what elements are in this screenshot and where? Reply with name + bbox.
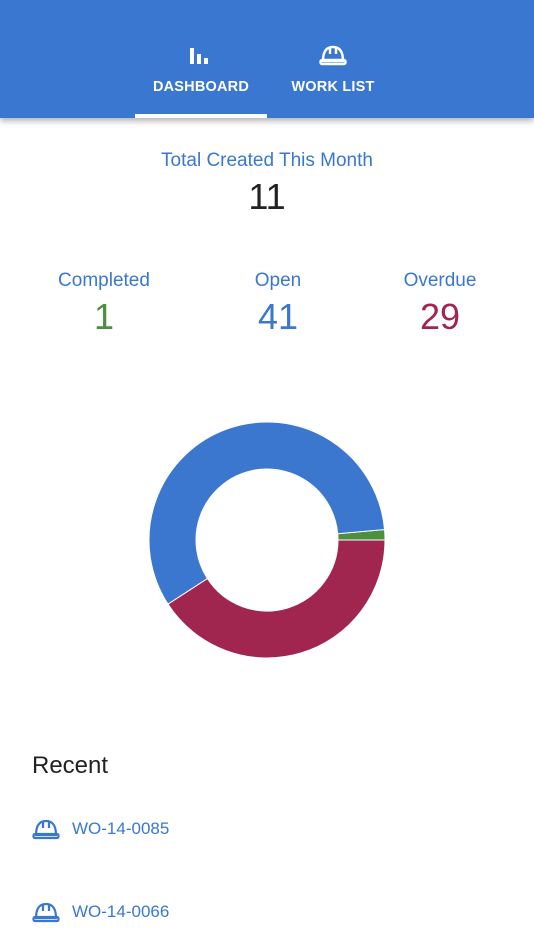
hardhat-icon xyxy=(319,45,347,66)
total-label: Total Created This Month xyxy=(161,150,373,171)
tab-label: DASHBOARD xyxy=(152,79,250,95)
hardhat-icon xyxy=(32,902,60,923)
work-order-id: WO-14-0066 xyxy=(72,902,170,921)
work-order-id: WO-14-0085 xyxy=(72,819,170,838)
hardhat-icon xyxy=(32,819,60,840)
recent-item[interactable]: WO-14-0066 xyxy=(32,897,332,927)
donut-chart xyxy=(148,421,386,659)
recent-item[interactable]: WO-14-0085 xyxy=(32,814,332,844)
stat-label: Open xyxy=(254,270,302,291)
donut-slice xyxy=(148,421,386,605)
stat-value: 29 xyxy=(419,296,461,337)
tab-label: WORK LIST xyxy=(291,79,375,95)
recent-title: Recent xyxy=(32,752,109,779)
stat-value: 1 xyxy=(93,296,115,337)
stat-label: Overdue xyxy=(403,270,477,291)
tab[interactable]: DASHBOARD xyxy=(135,0,267,118)
app-bar: DASHBOARD WORK LIST xyxy=(0,0,534,118)
donut-slice xyxy=(167,539,386,659)
bar-icon xyxy=(190,48,208,64)
tab[interactable]: WORK LIST xyxy=(267,0,399,118)
stat-value: 41 xyxy=(257,296,299,337)
tab-indicator xyxy=(135,114,267,118)
stat-label: Completed xyxy=(58,270,150,291)
total-value: 11 xyxy=(248,176,286,217)
